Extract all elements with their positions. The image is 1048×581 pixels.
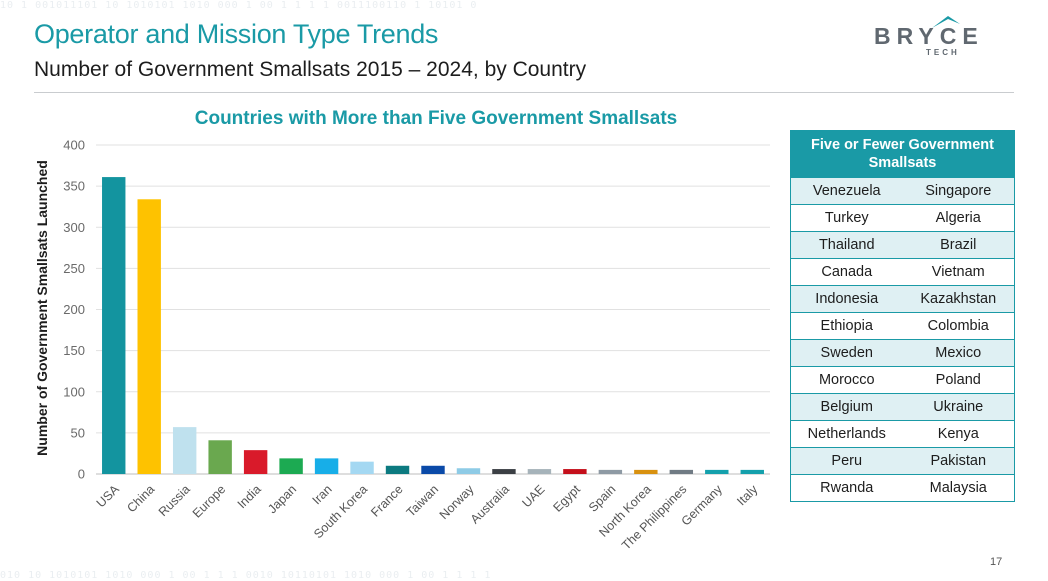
bar-egypt (563, 469, 587, 474)
table-cell: Turkey (790, 204, 903, 232)
table-cell: Ethiopia (790, 312, 903, 340)
page-number: 17 (990, 556, 1003, 568)
table-row: Turkey Algeria (790, 204, 1015, 232)
x-tick-label: Taiwan (404, 482, 441, 519)
logo-tagline: TECH (926, 48, 960, 57)
table-row: Morocco Poland (790, 366, 1015, 394)
table-cell: Mexico (902, 339, 1015, 367)
table-cell: Brazil (902, 231, 1015, 259)
y-tick-label: 400 (63, 138, 85, 153)
logo-wordmark: BRYCE (874, 23, 984, 49)
x-tick-label: China (124, 482, 157, 515)
bar-usa (102, 177, 126, 474)
five-or-fewer-table: Five or Fewer Government Smallsats Venez… (790, 130, 1015, 502)
table-cell: Kazakhstan (902, 285, 1015, 313)
bar-germany (705, 469, 729, 474)
bar-south-korea (350, 461, 374, 474)
table-row: Netherlands Kenya (790, 420, 1015, 448)
bar-europe (208, 440, 232, 474)
x-tick-label: Australia (468, 482, 512, 526)
x-tick-label: Egypt (551, 482, 584, 515)
table-cell: Algeria (902, 204, 1015, 232)
bar-north-korea (634, 469, 658, 474)
bar-uae (527, 469, 552, 474)
bar-france (385, 465, 410, 474)
table-row: Venezuela Singapore (790, 177, 1015, 205)
table-cell: Malaysia (902, 474, 1015, 502)
table-cell: Thailand (790, 231, 903, 259)
page-subtitle: Number of Government Smallsats 2015 – 20… (34, 58, 587, 81)
chart-title: Countries with More than Five Government… (194, 108, 678, 129)
table-cell: Poland (902, 366, 1015, 394)
logo-swoosh-icon (932, 16, 960, 28)
y-tick-label: 150 (63, 343, 85, 358)
x-tick-label: UAE (519, 482, 547, 510)
y-axis-label: Number of Government Smallsats Launched (34, 160, 50, 456)
bar-spain (598, 469, 623, 474)
table-cell: Kenya (902, 420, 1015, 448)
bar-taiwan (421, 465, 445, 474)
table-cell: Rwanda (790, 474, 903, 502)
bryce-tech-logo: BRYCE TECH (874, 6, 1014, 58)
table-row: Indonesia Kazakhstan (790, 285, 1015, 313)
bar-australia (492, 469, 516, 474)
table-row: Ethiopia Colombia (790, 312, 1015, 340)
y-tick-label: 100 (63, 384, 85, 399)
x-tick-label: Spain (586, 482, 619, 515)
x-tick-label: Europe (190, 482, 228, 520)
table-cell: Netherlands (790, 420, 903, 448)
table-cell: Singapore (902, 177, 1015, 205)
y-tick-label: 200 (63, 302, 85, 317)
table-cell: Pakistan (902, 447, 1015, 475)
x-tick-label: Iran (310, 482, 335, 507)
table-row: Peru Pakistan (790, 447, 1015, 475)
bar-the-philippines (669, 469, 694, 474)
y-tick-label: 350 (63, 179, 85, 194)
bar-iran (314, 458, 339, 474)
page-title: Operator and Mission Type Trends (34, 19, 439, 49)
x-tick-label: Japan (265, 482, 299, 516)
y-tick-label: 300 (63, 220, 85, 235)
table-cell: Sweden (790, 339, 903, 367)
y-tick-label: 0 (78, 467, 85, 482)
x-tick-label: Russia (156, 482, 193, 519)
table-row: Thailand Brazil (790, 231, 1015, 259)
table-header: Five or Fewer Government Smallsats (790, 130, 1015, 178)
bar-norway (456, 468, 481, 474)
title-divider (34, 92, 1014, 93)
table-row: Canada Vietnam (790, 258, 1015, 286)
bar-japan (279, 458, 303, 474)
bar-russia (172, 427, 197, 474)
x-tick-label: Italy (734, 482, 761, 509)
table-cell: Belgium (790, 393, 903, 421)
table-cell: Canada (790, 258, 903, 286)
bar-china (137, 199, 161, 474)
bar-india (243, 450, 268, 474)
table-cell: Indonesia (790, 285, 903, 313)
table-cell: Vietnam (902, 258, 1015, 286)
table-row: Belgium Ukraine (790, 393, 1015, 421)
x-tick-label: USA (94, 482, 123, 511)
x-tick-label: India (235, 482, 264, 511)
table-cell: Peru (790, 447, 903, 475)
table-row: Sweden Mexico (790, 339, 1015, 367)
table-row: Rwanda Malaysia (790, 474, 1015, 502)
table-cell: Colombia (902, 312, 1015, 340)
y-tick-label: 250 (63, 261, 85, 276)
table-cell: Ukraine (902, 393, 1015, 421)
table-cell: Morocco (790, 366, 903, 394)
y-tick-label: 50 (71, 425, 85, 440)
bar-italy (740, 469, 764, 474)
table-cell: Venezuela (790, 177, 903, 205)
x-tick-label: France (368, 482, 405, 519)
